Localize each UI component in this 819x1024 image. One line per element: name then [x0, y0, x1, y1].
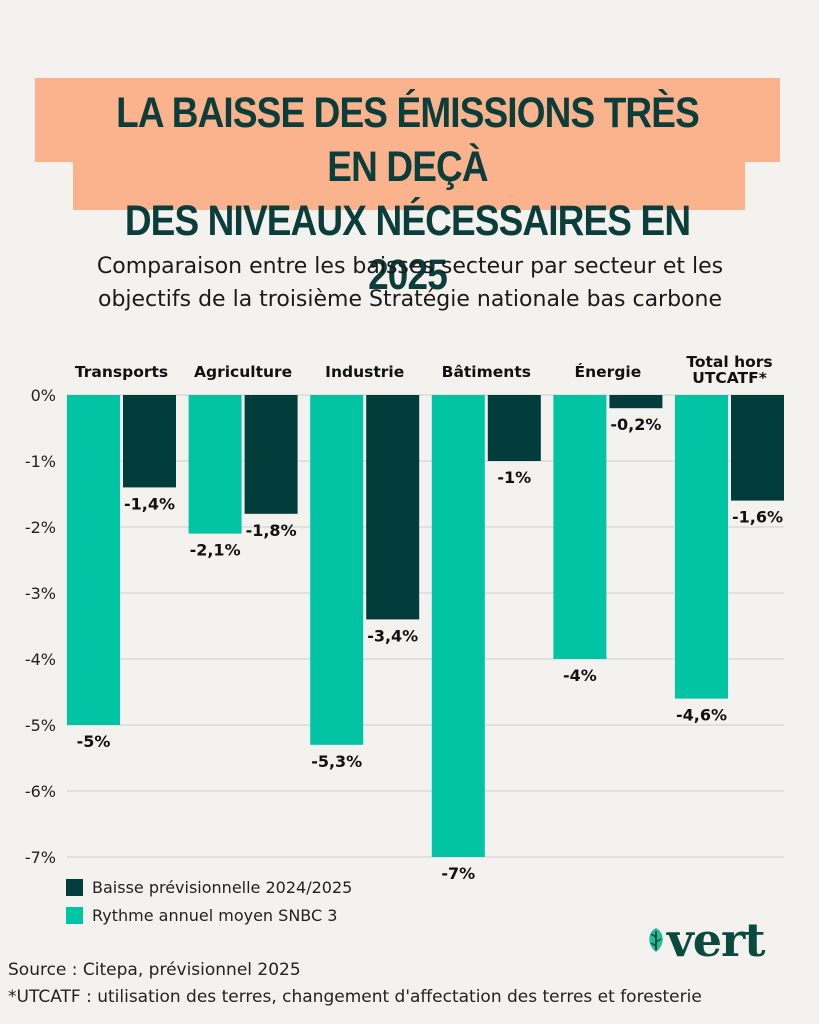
- legend-item-snbc: Rythme annuel moyen SNBC 3: [66, 901, 352, 929]
- value-label-snbc: -5%: [77, 732, 111, 751]
- bar-forecast: [609, 395, 663, 409]
- bar-snbc: [675, 395, 728, 699]
- value-label-forecast: -1,4%: [124, 494, 175, 513]
- chart-title-line2: DES NIVEAUX NÉCESSAIRES EN 2025: [124, 197, 691, 299]
- source-text: Source : Citepa, prévisionnel 2025: [8, 960, 301, 980]
- title-background-line2: [73, 150, 745, 210]
- category-label: Industrie: [325, 363, 404, 381]
- bar-forecast: [123, 395, 176, 488]
- bar-forecast: [244, 395, 298, 514]
- leaf-icon: [649, 928, 663, 952]
- legend: Baisse prévisionnelle 2024/2025 Rythme a…: [66, 873, 352, 929]
- value-label-forecast: -0,2%: [610, 415, 661, 434]
- category-label: Bâtiments: [442, 363, 531, 381]
- y-tick-label: 0%: [31, 386, 56, 405]
- category-label: Transports: [75, 363, 168, 381]
- category-label: UTCATF*: [692, 369, 767, 387]
- chart-title-line1: LA BAISSE DES ÉMISSIONS TRÈS EN DEÇÀ: [116, 89, 700, 191]
- value-label-snbc: -2,1%: [190, 541, 241, 560]
- y-tick-label: -5%: [25, 716, 56, 735]
- value-label-snbc: -4,6%: [676, 706, 727, 725]
- legend-swatch-snbc: [66, 906, 83, 924]
- value-label-forecast: -3,4%: [367, 626, 418, 645]
- vert-logo: vert: [645, 913, 765, 967]
- footnote-text: *UTCATF : utilisation des terres, change…: [8, 987, 702, 1007]
- bar-snbc: [553, 395, 607, 659]
- legend-label-forecast: Baisse prévisionnelle 2024/2025: [92, 877, 353, 897]
- value-label-snbc: -4%: [563, 666, 597, 685]
- legend-label-snbc: Rythme annuel moyen SNBC 3: [92, 905, 338, 925]
- y-tick-label: -6%: [25, 782, 56, 801]
- y-tick-label: -1%: [25, 452, 56, 471]
- bar-snbc: [310, 395, 364, 745]
- y-tick-label: -3%: [25, 584, 56, 603]
- y-tick-label: -2%: [25, 518, 56, 537]
- bar-snbc: [431, 395, 485, 857]
- y-tick-label: -7%: [25, 848, 56, 867]
- bar-forecast: [487, 395, 541, 461]
- value-label-forecast: -1,6%: [732, 508, 783, 527]
- chart-subtitle: Comparaison entre les baisses secteur pa…: [40, 250, 780, 316]
- bar-forecast: [366, 395, 420, 620]
- bar-forecast: [731, 395, 784, 501]
- footer: Source : Citepa, prévisionnel 2025 *UTCA…: [8, 957, 702, 1011]
- bar-snbc: [188, 395, 242, 534]
- category-label: Agriculture: [194, 363, 292, 381]
- value-label-forecast: -1,8%: [246, 521, 297, 540]
- title-background: [35, 78, 780, 162]
- bar-snbc: [67, 395, 120, 725]
- legend-item-forecast: Baisse prévisionnelle 2024/2025: [66, 873, 352, 901]
- value-label-snbc: -7%: [441, 864, 475, 883]
- category-label: Total hors: [686, 353, 772, 371]
- y-tick-label: -4%: [25, 650, 56, 669]
- category-label: Énergie: [575, 362, 642, 381]
- logo-text: vert: [667, 913, 765, 967]
- value-label-snbc: -5,3%: [311, 752, 362, 771]
- legend-swatch-forecast: [66, 878, 83, 896]
- chart-subtitle-line1: Comparaison entre les baisses secteur pa…: [96, 254, 724, 279]
- chart-title: LA BAISSE DES ÉMISSIONS TRÈS EN DEÇÀ DES…: [87, 86, 728, 302]
- value-label-forecast: -1%: [497, 468, 531, 487]
- chart-subtitle-line2: objectifs de la troisième Stratégie nati…: [97, 287, 722, 312]
